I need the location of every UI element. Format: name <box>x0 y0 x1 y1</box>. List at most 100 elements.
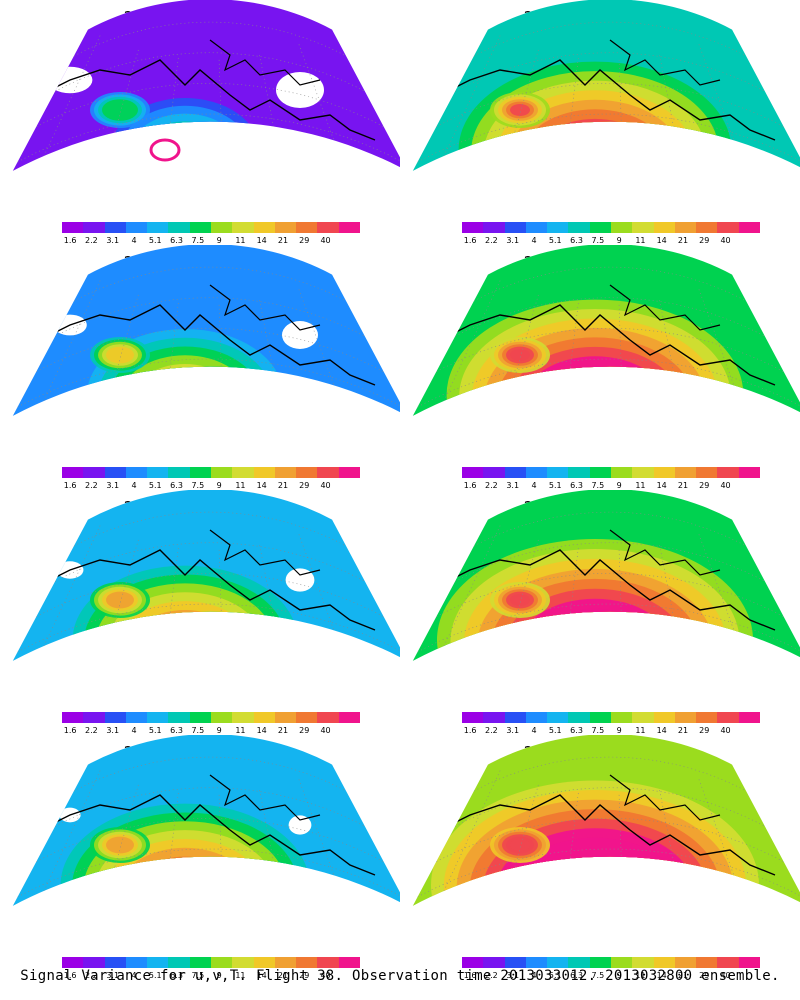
variance-map <box>12 245 400 416</box>
colorbar-segment <box>62 957 84 968</box>
colorbar-segment <box>104 222 126 233</box>
colorbar-label: 7.5 <box>591 971 605 980</box>
colorbar-segment <box>462 467 484 478</box>
colorbar-segment <box>738 712 760 723</box>
colorbar-label: 3.1 <box>506 236 520 245</box>
colorbar-segment <box>62 712 84 723</box>
colorbar-labels: 1.6 2.2 3.1 4 5.1 6.3 7.5 9 11 14 21 29 40 <box>462 481 760 491</box>
colorbar-segment <box>462 222 484 233</box>
colorbar-segment <box>104 467 126 478</box>
colorbar-segment <box>125 222 148 233</box>
colorbar-label: 5.1 <box>148 726 162 735</box>
colorbar-segment <box>317 222 339 233</box>
colorbar-label: 4 <box>131 971 137 980</box>
colorbar <box>462 712 760 723</box>
colorbar-label: 40 <box>720 481 731 490</box>
colorbar-label: 1.6 <box>63 481 77 490</box>
colorbar-segment <box>696 222 718 233</box>
colorbar-label: 3.1 <box>106 481 120 490</box>
colorbar-label: 9 <box>216 971 222 980</box>
colorbar-label: 2.2 <box>485 236 498 245</box>
colorbar-label: 3.1 <box>506 481 520 490</box>
colorbar-segment <box>632 222 654 233</box>
colorbar-segment <box>738 222 760 233</box>
colorbar-label: 9 <box>216 481 222 490</box>
colorbar-segment <box>525 467 548 478</box>
colorbar-label: 21 <box>277 971 289 980</box>
colorbar-label: 9 <box>616 481 622 490</box>
colorbar-label: 1.6 <box>63 971 77 980</box>
colorbar-segment <box>338 467 360 478</box>
colorbar-segment <box>168 712 190 723</box>
map-panel: 2013033012 + 24h1.62.23.145.16.37.591114… <box>0 490 400 735</box>
colorbar <box>462 957 760 968</box>
colorbar-label: 2.2 <box>485 971 498 980</box>
colorbar-segment <box>610 957 633 968</box>
colorbar-label: 7.5 <box>591 726 605 735</box>
variance-map <box>412 245 800 416</box>
colorbar-label: 3.1 <box>106 971 120 980</box>
colorbar-segment <box>317 467 339 478</box>
colorbar-segment <box>125 467 148 478</box>
map-panel: 2013033012 + 12h1.62.23.145.16.37.591114… <box>0 245 400 490</box>
colorbar-segment <box>104 957 126 968</box>
variance-map <box>12 735 400 906</box>
colorbar-segment <box>147 712 169 723</box>
colorbar-segment <box>525 222 548 233</box>
colorbar-segment <box>83 957 105 968</box>
colorbar-label: 2.2 <box>85 236 98 245</box>
colorbar-segment <box>274 222 297 233</box>
colorbar-segment <box>232 957 254 968</box>
colorbar-label: 11 <box>635 726 646 735</box>
colorbar-segment <box>210 957 233 968</box>
colorbar-label: 6.3 <box>170 726 183 735</box>
colorbar-segment <box>547 712 569 723</box>
colorbar-label: 40 <box>320 481 331 490</box>
colorbar-label: 3.1 <box>506 726 520 735</box>
variance-map <box>412 735 800 906</box>
colorbar-label: 1.6 <box>463 481 477 490</box>
colorbar <box>62 467 360 478</box>
colorbar-segment <box>338 222 360 233</box>
colorbar-segment <box>696 712 718 723</box>
colorbar-label: 7.5 <box>191 726 205 735</box>
colorbar-label: 4 <box>131 726 137 735</box>
colorbar-label: 11 <box>235 726 246 735</box>
colorbar-label: 1.6 <box>463 236 477 245</box>
map-panel: 2013033012 + 48h1.62.23.145.16.37.591114… <box>400 0 800 245</box>
colorbar-label: 21 <box>677 236 689 245</box>
colorbar-labels: 1.6 2.2 3.1 4 5.1 6.3 7.5 9 11 14 21 29 40 <box>62 726 360 736</box>
colorbar-label: 6.3 <box>570 236 583 245</box>
colorbar-segment <box>317 712 339 723</box>
colorbar-label: 29 <box>699 971 710 980</box>
colorbar-segment <box>253 712 275 723</box>
colorbar-label: 6.3 <box>570 971 583 980</box>
variance-map <box>12 490 400 661</box>
colorbar-segment <box>189 467 211 478</box>
colorbar-segment <box>653 467 675 478</box>
colorbar-label: 9 <box>216 726 222 735</box>
colorbar-segment <box>338 957 360 968</box>
colorbar-segment <box>653 712 675 723</box>
colorbar-segment <box>189 222 211 233</box>
colorbar-segment <box>83 712 105 723</box>
colorbar-label: 11 <box>235 481 246 490</box>
colorbar-segment <box>483 712 505 723</box>
colorbar-segment <box>274 957 297 968</box>
colorbar-label: 6.3 <box>570 726 583 735</box>
colorbar-label: 1.6 <box>463 726 477 735</box>
colorbar-label: 21 <box>677 481 689 490</box>
map-panel: 2013033012 + 36h1.62.23.145.16.37.591114… <box>0 735 400 980</box>
colorbar-segment <box>610 222 633 233</box>
colorbar <box>62 712 360 723</box>
colorbar-label: 29 <box>299 236 310 245</box>
colorbar-label: 5.1 <box>548 481 562 490</box>
colorbar-segment <box>253 957 275 968</box>
colorbar-label: 40 <box>720 236 731 245</box>
colorbar-label: 4 <box>531 236 537 245</box>
colorbar-label: 2.2 <box>85 481 98 490</box>
colorbar-label: 40 <box>320 971 331 980</box>
colorbar-segment <box>547 222 569 233</box>
colorbar-label: 9 <box>216 236 222 245</box>
colorbar-segment <box>717 712 739 723</box>
